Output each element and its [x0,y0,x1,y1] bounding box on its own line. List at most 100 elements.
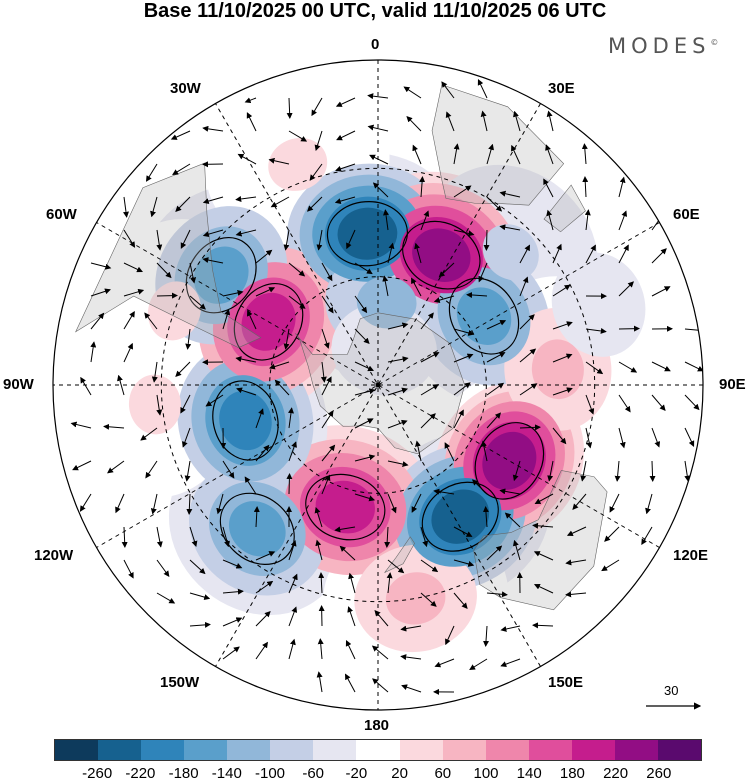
colorbar-tick-label: -180 [168,765,199,782]
wind-arrow [288,540,297,561]
wind-arrow [511,144,521,165]
wind-arrow [480,110,488,132]
wind-arrow [144,312,158,330]
lon-label-0: 0 [371,36,380,53]
colorbar-swatch [399,740,443,760]
height-contour [185,237,257,314]
wind-arrow [584,209,591,231]
wind-arrow [499,224,521,231]
wind-arrow [651,361,671,372]
wind-arrow [453,409,464,429]
anomaly-contour [219,390,272,451]
wind-arrow [566,526,587,537]
wind-arrow [255,580,274,594]
wind-arrow [543,178,554,198]
wind-arrow [453,526,473,537]
wind-arrow [235,229,257,237]
colorbar-tick-label: 20 [391,765,408,782]
wind-arrow [472,479,488,495]
wind-arrow [420,559,439,573]
wind-arrow [255,641,268,660]
wind-arrow [609,493,620,513]
wind-arrow [346,229,356,250]
height-contour [305,473,386,541]
wind-arrow [387,242,395,264]
latitude-circle [160,167,596,603]
wind-arrow [469,658,488,671]
wind-arrow [486,382,505,396]
wind-arrow [145,460,158,479]
wind-arrow [585,394,595,415]
wind-arrow [354,454,376,462]
wind-arrow [585,327,607,334]
map-boundary [52,59,704,711]
graticule [53,60,703,710]
wind-arrow [123,262,143,273]
wind-arrow [255,287,276,297]
wind-arrow [170,130,191,140]
colorbar-tick-label: -140 [211,765,242,782]
wind-arrow [453,229,475,237]
wind-arrow [486,591,508,598]
colorbar-swatch [614,740,658,760]
wind-arrow [420,384,439,396]
wind-arrow [202,257,224,264]
wind-arrow [180,394,191,414]
wind-arrow [387,559,405,574]
colorbar-swatch [270,740,314,760]
wind-arrow [641,526,653,546]
wind-arrow [288,638,296,660]
wind-arrow [321,328,330,349]
wind-arrow [222,559,243,569]
wind-arrow [253,506,260,528]
wind-arrow [411,277,422,297]
wind-arrow [255,610,271,627]
height-contour [212,380,279,461]
wind-arrow [453,353,474,363]
wind-arrow [140,427,158,441]
wind-arrow [321,410,334,429]
wind-arrow [270,196,290,208]
wind-arrow [255,249,273,264]
wind-arrow [288,407,294,429]
wind-arrow [186,493,193,515]
wind-arrow [618,210,628,231]
south-pole-marker [375,382,381,388]
wind-arrow [314,506,323,528]
wind-arrow [348,572,356,594]
wind-arrow [339,545,356,561]
wind-arrow [255,444,270,462]
wind-arrow [286,473,293,495]
colorbar-tick-label: -20 [345,765,368,782]
colorbar-tick-label: 60 [434,765,452,782]
colorbar-tick-label: 140 [516,765,542,782]
wind-arrow [453,143,460,165]
wind-arrow [433,488,455,495]
wind-arrow [414,440,422,462]
height-contour [219,492,295,565]
colorbar-swatch [98,740,142,760]
wind-arrow [618,244,629,264]
wind-arrow [466,291,488,298]
wind-arrow [434,658,455,668]
height-contour [326,201,408,267]
wind-arrow [500,658,521,667]
wind-arrow [205,394,224,407]
wind-arrow [189,592,211,600]
wind-arrow [274,379,290,396]
wind-arrow [420,312,434,330]
wind-arrow [651,427,661,448]
colorbar-swatch [141,740,185,760]
south-america-outline [75,162,262,348]
wind-arrow [419,176,426,198]
wind-arrow [354,262,373,275]
wind-arrow [79,493,92,512]
wind-arrow [532,622,554,629]
wind-arrow [684,394,700,411]
wind-arrow [519,244,530,264]
wind-arrow [565,559,587,566]
anomaly-contour [482,224,539,281]
reference-vector-label: 30 [664,683,679,698]
wind-arrow [547,460,554,482]
anomaly-contour [385,572,446,625]
